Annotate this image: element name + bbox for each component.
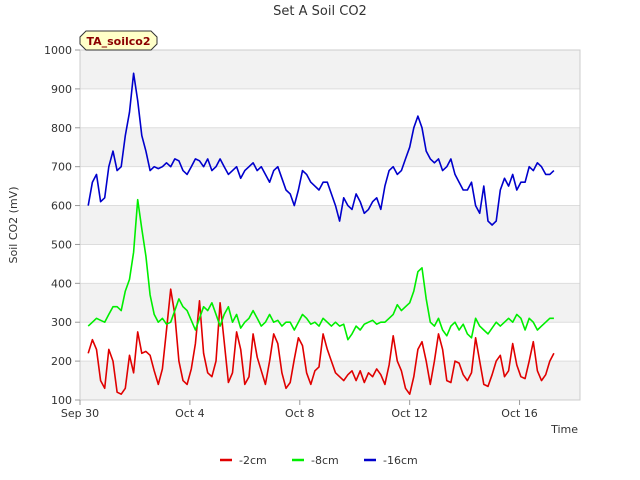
y-tick-label: 300 — [51, 316, 72, 329]
x-tick-label: Oct 12 — [391, 407, 428, 420]
plot-band — [80, 361, 580, 400]
y-axis-label: Soil CO2 (mV) — [7, 187, 20, 264]
x-tick-label: Oct 16 — [501, 407, 538, 420]
tag-box-shape — [79, 30, 158, 51]
series-lines — [87, 72, 555, 396]
legend: -2cm -8cm -16cm — [220, 454, 418, 467]
series-line-16cm — [87, 72, 555, 226]
series-line-8cm — [87, 198, 554, 341]
x-tick-label: Sep 30 — [61, 407, 99, 420]
y-tick-label: 600 — [51, 200, 72, 213]
legend-label: -16cm — [383, 454, 418, 467]
tag-box: TA_soilco2 — [79, 30, 158, 51]
legend-label: -8cm — [311, 454, 339, 467]
x-tick-label: Oct 8 — [285, 407, 315, 420]
y-tick-label: 800 — [51, 122, 72, 135]
plot-band — [80, 283, 580, 323]
y-tick-label: 700 — [51, 161, 72, 174]
x-tick-label: Oct 4 — [175, 407, 205, 420]
plot-band — [80, 50, 580, 89]
plot-band — [80, 205, 580, 245]
y-tick-label: 900 — [51, 83, 72, 96]
series-line-2cm — [87, 288, 555, 396]
y-tick-label: 400 — [51, 277, 72, 290]
plot-bands — [80, 50, 580, 400]
x-axis-label: Time — [550, 423, 578, 436]
y-tick-label: 100 — [51, 394, 72, 407]
y-tick-label: 500 — [51, 238, 72, 251]
legend-label: -2cm — [239, 454, 267, 467]
plot-area-border — [79, 49, 581, 401]
y-axis-ticks: 100 200 300 400 500 600 700 800 900 1000 — [44, 44, 80, 407]
plot-band — [80, 127, 580, 167]
x-axis-ticks: Sep 30 Oct 4 Oct 8 Oct 12 Oct 16 — [61, 400, 538, 420]
tag-label: TA_soilco2 — [86, 35, 150, 48]
y-tick-label: 1000 — [44, 44, 72, 57]
chart-title: Set A Soil CO2 — [273, 4, 367, 19]
y-tick-label: 200 — [51, 355, 72, 368]
